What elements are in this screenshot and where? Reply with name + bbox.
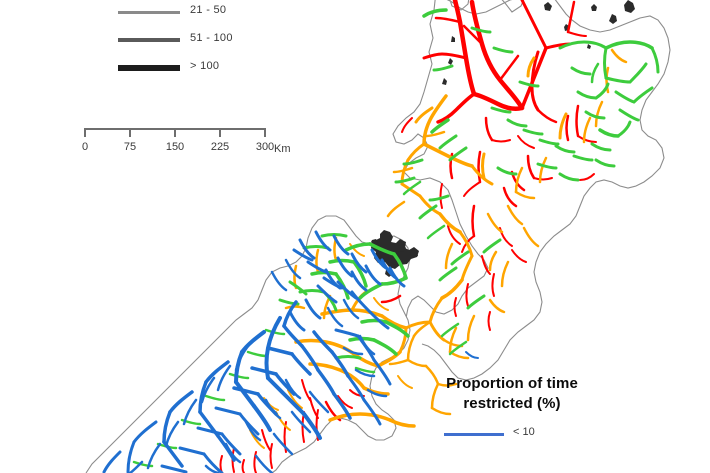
color-legend-row: < 10	[412, 425, 612, 444]
scale-tick-label: 225	[210, 141, 230, 153]
scale-tick-label: 0	[81, 141, 89, 153]
width-legend-label: 51 - 100	[190, 32, 233, 44]
width-legend-row: > 100	[118, 56, 318, 84]
map-scale-bar: 0 75 150 225 300 Km	[81, 128, 291, 157]
width-legend-line-thin	[118, 11, 180, 14]
scale-tick-label: 75	[123, 141, 137, 153]
rivers-class-21-50	[249, 48, 628, 449]
scale-tick	[219, 128, 221, 137]
rivers-class-under-10	[102, 230, 479, 473]
scale-bar-unit: Km	[274, 143, 291, 155]
scale-bar-axis	[84, 128, 266, 138]
river-order-width-legend: 21 - 50 51 - 100 > 100	[118, 0, 318, 84]
color-legend-title-line2: restricted (%)	[463, 394, 561, 412]
scale-tick-labels: 0 75 150 225 300	[81, 141, 274, 157]
scale-tick	[84, 128, 86, 137]
color-legend-title: Proportion of time restricted (%)	[412, 374, 612, 414]
color-legend-label: < 10	[513, 425, 535, 438]
rivers-class-10-20	[132, 8, 660, 468]
width-legend-row: 21 - 50	[118, 0, 318, 28]
color-legend-swatch-under-10	[444, 432, 504, 436]
width-legend-label: > 100	[190, 60, 220, 72]
proportion-of-time-restricted-legend: Proportion of time restricted (%) < 10	[412, 374, 612, 444]
scale-tick	[174, 128, 176, 137]
scale-tick	[264, 128, 266, 137]
width-legend-line-thick	[118, 65, 180, 71]
scale-tick-label: 150	[165, 141, 185, 153]
color-legend-title-line1: Proportion of time	[446, 375, 578, 392]
color-legend-items: < 10	[412, 425, 612, 444]
width-legend-line-medium	[118, 38, 180, 42]
width-legend-row: 51 - 100	[118, 28, 318, 56]
scale-tick-label: 300	[255, 141, 275, 153]
scale-tick	[129, 128, 131, 137]
width-legend-label: 21 - 50	[190, 4, 227, 16]
